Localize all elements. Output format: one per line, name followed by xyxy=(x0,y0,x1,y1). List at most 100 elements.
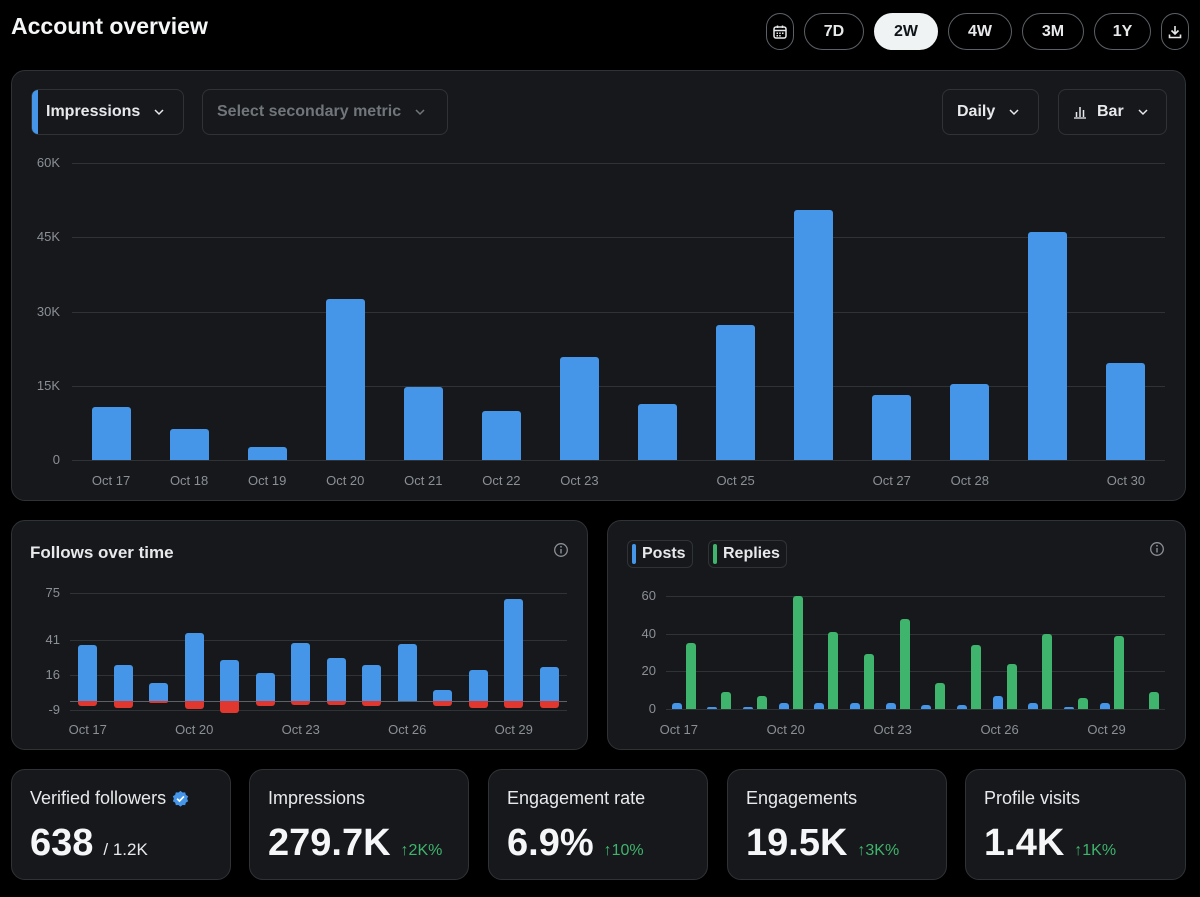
posts-bar xyxy=(1099,703,1110,709)
posts-bar xyxy=(885,703,896,709)
x-tick-label: Oct 19 xyxy=(248,473,287,488)
y-tick-label: 16 xyxy=(45,667,60,683)
impressions-bar xyxy=(481,411,521,460)
granularity-label: Daily xyxy=(957,103,996,120)
stat-engagement-rate: Engagement rate 6.9% ↑10% xyxy=(488,769,708,880)
gridline xyxy=(70,593,567,594)
posts-bar xyxy=(707,707,718,709)
impressions-bar xyxy=(1028,231,1068,460)
chevron-down-icon xyxy=(1138,109,1148,116)
gridline xyxy=(72,237,1165,239)
secondary-metric-placeholder: Select secondary metric xyxy=(217,103,402,120)
range-2w-button[interactable]: 2W xyxy=(874,13,938,50)
stat-change-text: 3K% xyxy=(865,842,900,859)
range-3m-button[interactable]: 3M xyxy=(1022,13,1084,50)
range-4w-button[interactable]: 4W xyxy=(948,13,1012,50)
unfollows-bar xyxy=(362,701,382,707)
info-icon[interactable] xyxy=(553,542,569,558)
follows-card-title: Follows over time xyxy=(30,543,174,562)
unfollows-bar xyxy=(468,701,488,708)
impressions-bar xyxy=(325,299,365,460)
replies-bar xyxy=(970,644,981,709)
primary-metric-select[interactable]: Impressions xyxy=(31,89,184,135)
impressions-bar xyxy=(716,324,756,460)
chevron-down-icon xyxy=(154,109,164,116)
stat-label: Engagements xyxy=(746,788,858,808)
arrow-up-icon: ↑ xyxy=(1074,842,1083,859)
gridline xyxy=(666,596,1165,597)
replies-bar xyxy=(899,618,910,709)
calendar-button[interactable] xyxy=(766,13,794,50)
legend-replies[interactable]: Replies xyxy=(708,540,787,568)
gridline xyxy=(72,163,1165,164)
stat-value-text: 19.5K xyxy=(746,822,848,864)
stat-sub-total: / 1.2K xyxy=(103,840,148,859)
replies-bar xyxy=(792,596,803,709)
arrow-up-icon: ↑ xyxy=(400,842,409,859)
impressions-bar xyxy=(169,429,209,460)
stat-value-text: 6.9% xyxy=(507,822,594,864)
stat-change: ↑10% xyxy=(604,842,644,859)
x-tick-label: Oct 28 xyxy=(950,473,989,488)
x-tick-label: Oct 25 xyxy=(716,473,755,488)
x-tick-label: Oct 26 xyxy=(388,722,427,737)
stat-value-text: 279.7K xyxy=(268,822,391,864)
chart-type-select[interactable]: Bar xyxy=(1058,89,1167,135)
posts-bar xyxy=(921,705,932,709)
unfollows-bar xyxy=(220,701,240,713)
bar-chart-icon xyxy=(1074,107,1086,119)
x-tick-label: Oct 20 xyxy=(175,722,214,737)
granularity-select[interactable]: Daily xyxy=(942,89,1039,135)
x-tick-label: Oct 26 xyxy=(980,722,1019,737)
secondary-metric-select[interactable]: Select secondary metric xyxy=(202,89,448,135)
posts-bar xyxy=(1063,707,1074,709)
x-tick-label: Oct 20 xyxy=(766,722,805,737)
page-title: Account overview xyxy=(11,13,208,39)
replies-bar xyxy=(1042,633,1053,709)
x-tick-label: Oct 29 xyxy=(1087,722,1126,737)
replies-bar xyxy=(685,643,696,709)
follows-bar xyxy=(468,670,488,702)
stat-label: Engagement rate xyxy=(507,788,646,808)
x-tick-label: Oct 17 xyxy=(68,722,107,737)
gridline xyxy=(72,385,1165,387)
range-1y-button[interactable]: 1Y xyxy=(1094,13,1151,50)
arrow-up-icon: ↑ xyxy=(857,842,866,859)
info-icon[interactable] xyxy=(1149,541,1165,557)
posts-bar xyxy=(850,703,861,709)
x-tick-label: Oct 23 xyxy=(873,722,912,737)
follows-bar xyxy=(255,672,275,702)
follows-bar xyxy=(539,667,559,702)
stat-label: Profile visits xyxy=(984,788,1081,808)
posts-bar xyxy=(778,703,789,709)
impressions-bar xyxy=(950,384,990,460)
primary-metric-label: Impressions xyxy=(46,103,141,120)
gridline xyxy=(72,460,1165,461)
follows-bar xyxy=(433,689,453,702)
follows-bar xyxy=(504,599,524,702)
x-tick-label: Oct 21 xyxy=(404,473,443,488)
arrow-up-icon: ↑ xyxy=(603,842,612,859)
range-7d-button[interactable]: 7D xyxy=(804,13,864,50)
unfollows-bar xyxy=(539,701,559,708)
x-tick-label: Oct 29 xyxy=(494,722,533,737)
posts-replies-card: Posts Replies 0 20 40 60 Oct 17 Oct 20 Oct 23 O… xyxy=(607,520,1186,750)
stat-change: ↑1K% xyxy=(1074,842,1116,859)
stat-verified-followers: Verified followers 638 / 1.2K xyxy=(11,769,231,880)
follows-bar xyxy=(326,658,346,702)
unfollows-bar xyxy=(291,701,311,705)
download-button[interactable] xyxy=(1161,13,1189,50)
legend-posts-swatch xyxy=(632,544,636,564)
impressions-bar xyxy=(403,387,443,460)
stat-change-text: 10% xyxy=(611,842,644,859)
stat-profile-visits: Profile visits 1.4K ↑1K% xyxy=(965,769,1186,880)
y-tick-label: 60 xyxy=(641,588,656,603)
replies-bar xyxy=(1077,697,1088,709)
unfollows-bar xyxy=(504,701,524,708)
legend-posts[interactable]: Posts xyxy=(627,540,693,568)
posts-bar xyxy=(956,705,967,709)
replies-bar xyxy=(1006,663,1017,709)
unfollows-bar xyxy=(184,701,204,710)
stat-engagements: Engagements 19.5K ↑3K% xyxy=(727,769,947,880)
gridline xyxy=(70,710,567,711)
